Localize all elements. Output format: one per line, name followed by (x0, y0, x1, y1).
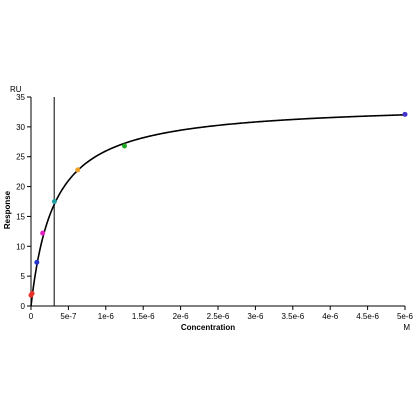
x-tick-label: 2e-6 (173, 312, 190, 321)
x-axis-unit: M (403, 323, 410, 332)
data-point (402, 111, 408, 117)
x-tick-label: 0 (29, 312, 34, 321)
y-tick-label: 0 (21, 302, 26, 311)
data-point (51, 199, 57, 205)
fit-curve (30, 114, 406, 307)
y-tick-label: 15 (16, 212, 25, 221)
y-tick-label: 20 (16, 183, 25, 192)
data-point (75, 167, 81, 173)
y-tick-label: 30 (16, 123, 25, 132)
data-point (40, 230, 46, 236)
x-tick-label: 5e-7 (60, 312, 77, 321)
y-tick-label: 35 (16, 93, 25, 102)
data-points-layer (28, 111, 408, 298)
x-tick-label: 3e-6 (247, 312, 264, 321)
y-axis-title: Response (3, 190, 12, 229)
data-point (29, 290, 35, 296)
y-tick-label: 5 (21, 272, 26, 281)
x-tick-label: 1e-6 (98, 312, 115, 321)
y-tick-label: 10 (16, 242, 25, 251)
x-tick-label: 1.5e-6 (132, 312, 155, 321)
fit-curve-layer (30, 114, 406, 307)
x-tick-label: 4.5e-6 (356, 312, 379, 321)
tick-labels-layer: 0 5e-7 1e-6 1.5e-6 2e-6 2.5e-6 3e-6 3.5e-6 4e-6 4… (16, 93, 413, 321)
chart-axes (27, 96, 406, 310)
x-tick-label: 4e-6 (322, 312, 339, 321)
x-axis-title: Concentration (181, 323, 235, 332)
data-point (34, 259, 40, 265)
x-tick-label: 5e-6 (397, 312, 414, 321)
x-tick-label: 2.5e-6 (207, 312, 230, 321)
x-tick-label: 3.5e-6 (281, 312, 304, 321)
y-tick-label: 25 (16, 153, 25, 162)
data-point (122, 143, 128, 149)
y-axis-unit: RU (10, 85, 22, 94)
